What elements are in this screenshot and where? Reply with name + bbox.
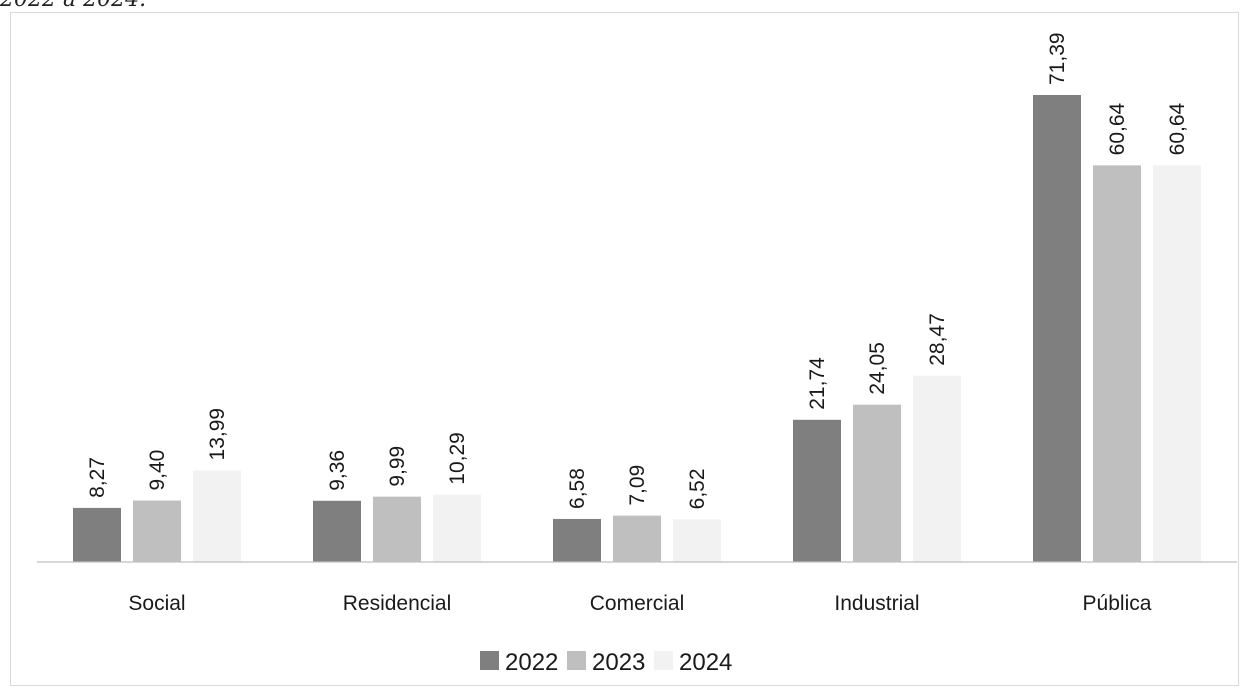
- legend-label: 2024: [679, 649, 732, 676]
- data-label: 60,64: [1166, 102, 1189, 155]
- chart-frame: [10, 12, 1239, 686]
- bar-2023-industrial: [853, 404, 901, 562]
- category-label: Pública: [1083, 592, 1152, 615]
- bar-2023-pública: [1093, 165, 1141, 562]
- data-label: 21,74: [806, 357, 829, 410]
- data-label: 71,39: [1046, 32, 1069, 85]
- bar-2024-industrial: [913, 375, 961, 562]
- data-label: 60,64: [1106, 102, 1129, 155]
- data-label: 9,99: [386, 446, 409, 487]
- data-label: 6,52: [686, 468, 709, 509]
- bar-2023-residencial: [373, 496, 421, 562]
- data-label: 24,05: [866, 342, 889, 395]
- category-label: Social: [128, 592, 185, 615]
- data-label: 9,36: [326, 450, 349, 491]
- bar-2024-pública: [1153, 165, 1201, 562]
- bar-2022-industrial: [793, 419, 841, 562]
- data-label: 7,09: [626, 465, 649, 506]
- category-label: Comercial: [590, 592, 685, 615]
- bar-2023-comercial: [613, 515, 661, 562]
- legend-label: 2022: [505, 649, 558, 676]
- bar-2022-pública: [1033, 95, 1081, 562]
- data-label: 13,99: [206, 408, 229, 461]
- bar-2024-social: [193, 470, 241, 562]
- legend-swatch-2022: [480, 651, 499, 670]
- bar-2022-social: [73, 507, 121, 562]
- category-label: Industrial: [834, 592, 919, 615]
- data-label: 28,47: [926, 313, 949, 366]
- legend-swatch-2023: [567, 651, 586, 670]
- category-label: Residencial: [343, 592, 452, 615]
- bar-2022-comercial: [553, 518, 601, 562]
- data-label: 8,27: [86, 457, 109, 498]
- bar-2022-residencial: [313, 500, 361, 562]
- legend-label: 2023: [592, 649, 645, 676]
- bar-2023-social: [133, 500, 181, 562]
- data-label: 10,29: [446, 432, 469, 485]
- legend-swatch-2024: [654, 651, 673, 670]
- data-label: 9,40: [146, 450, 169, 491]
- bar-2024-comercial: [673, 519, 721, 562]
- figure-caption: 2022 a 2024.: [0, 0, 146, 14]
- bar-2024-residencial: [433, 494, 481, 562]
- data-label: 6,58: [566, 468, 589, 509]
